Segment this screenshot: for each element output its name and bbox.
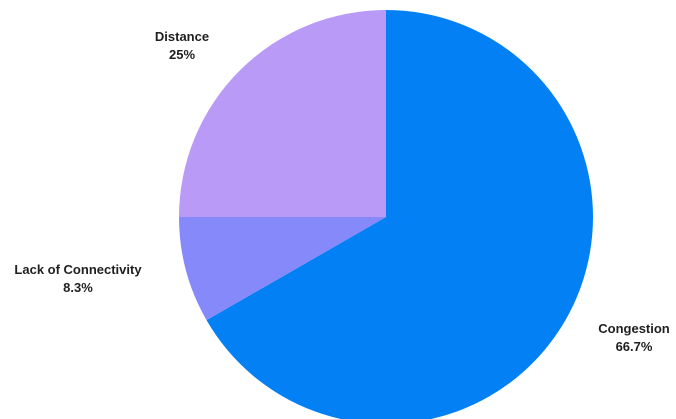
slice-label-name: Lack of Connectivity <box>14 262 142 277</box>
slice-label-percent: 25% <box>169 47 195 62</box>
pie-slices <box>179 10 593 419</box>
pie-slice-congestion[interactable] <box>206 10 593 419</box>
pie-labels: Congestion 66.7% Lack of Connectivity 8.3% D… <box>14 29 669 354</box>
pie-slice-distance[interactable] <box>179 10 386 217</box>
pie-slice-lack-of-connectivity[interactable] <box>179 217 386 321</box>
slice-label-percent: 66.7% <box>616 339 653 354</box>
slice-label-name: Congestion <box>598 321 670 336</box>
slice-label-name: Distance <box>155 29 209 44</box>
slice-label-percent: 8.3% <box>63 280 93 295</box>
